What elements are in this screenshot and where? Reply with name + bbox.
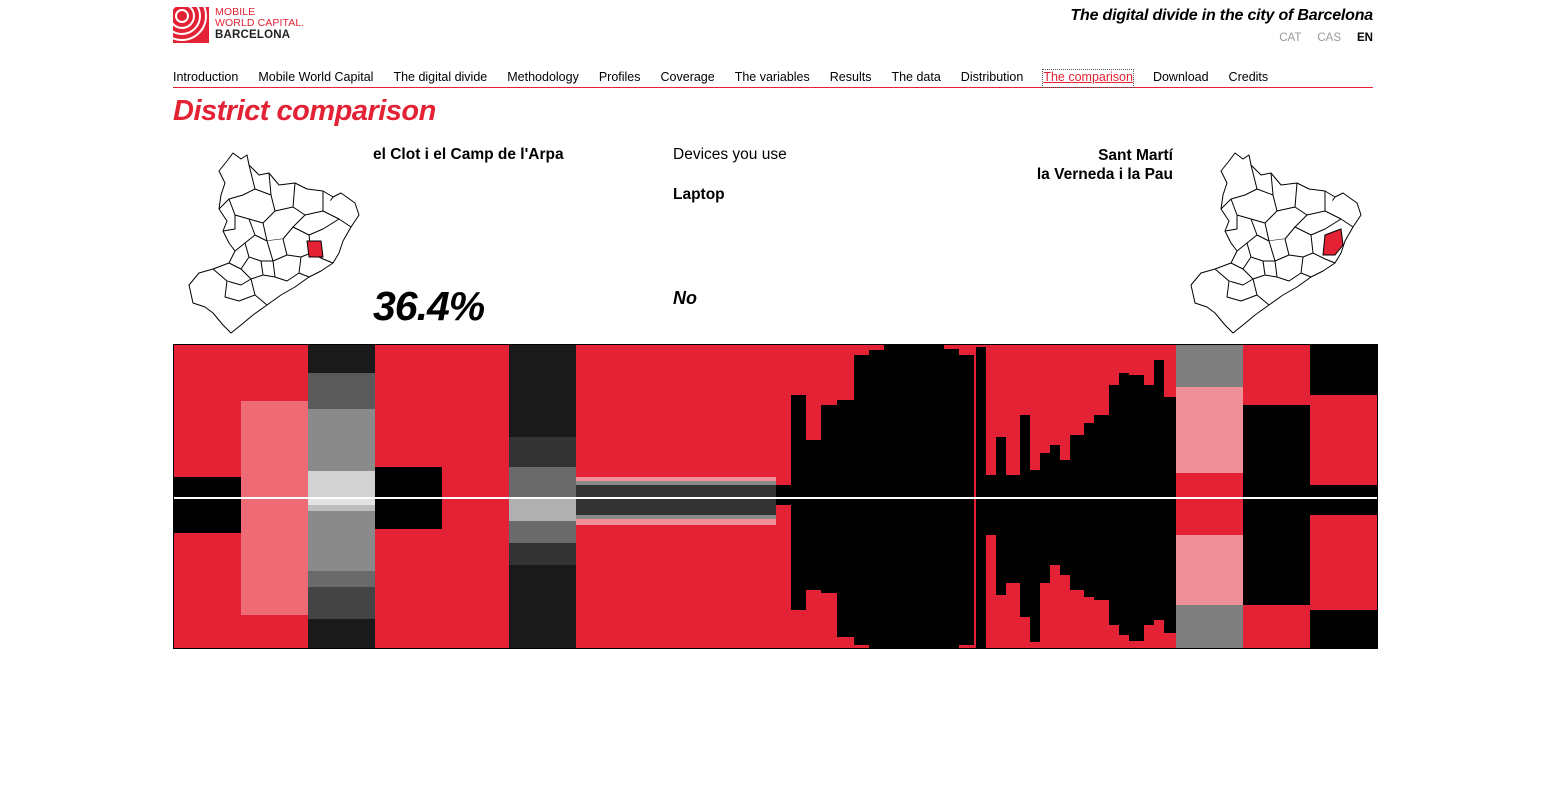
- nav-profiles[interactable]: Profiles: [598, 70, 641, 84]
- nav-variables[interactable]: The variables: [734, 70, 810, 84]
- nav-results[interactable]: Results: [829, 70, 872, 84]
- viz-column-6: [509, 345, 576, 648]
- nav-methodology[interactable]: Methodology: [507, 70, 579, 84]
- logo-line-2: WORLD CAPITAL.: [215, 17, 305, 29]
- lang-cas[interactable]: CAS: [1317, 32, 1342, 44]
- variable-answer: No: [673, 288, 697, 308]
- viz-column-4: [375, 345, 442, 648]
- right-district-line-1: Sant Martí: [1098, 147, 1173, 164]
- comparison-graphic: [174, 345, 1377, 648]
- variable-name: Devices you use: [673, 146, 787, 163]
- logo[interactable]: MOBILE WORLD CAPITAL. BARCELONA: [173, 7, 333, 45]
- logo-text: MOBILE WORLD CAPITAL. BARCELONA: [215, 7, 304, 41]
- viz-column-9: [976, 345, 1176, 648]
- nav-mobile-world-capital[interactable]: Mobile World Capital: [258, 70, 374, 84]
- nav-credits[interactable]: Credits: [1228, 70, 1269, 84]
- logo-line-3: BARCELONA: [215, 29, 291, 41]
- nav-digital-divide[interactable]: The digital divide: [393, 70, 488, 84]
- percentage-value: 36.4%: [373, 283, 485, 329]
- lang-en[interactable]: EN: [1357, 32, 1373, 44]
- viz-column-2: [241, 345, 308, 648]
- viz-center-divider: [174, 497, 1377, 499]
- left-district-name: el Clot i el Camp de l'Arpa: [373, 146, 564, 163]
- right-district-map[interactable]: [1185, 145, 1365, 342]
- logo-mark-icon: [173, 7, 209, 43]
- nav-introduction[interactable]: Introduction: [173, 70, 239, 84]
- viz-column-3: [308, 345, 375, 648]
- nav-distribution[interactable]: Distribution: [960, 70, 1024, 84]
- viz-column-10: [1176, 345, 1243, 648]
- main-nav: Introduction Mobile World Capital The di…: [173, 69, 1373, 88]
- comparison-visualization[interactable]: [173, 344, 1378, 649]
- viz-column-5: [442, 345, 509, 648]
- viz-column-1: [174, 345, 241, 648]
- nav-coverage[interactable]: Coverage: [660, 70, 715, 84]
- page-title: District comparison: [173, 95, 436, 127]
- barcelona-map-right-icon: [1190, 152, 1362, 334]
- viz-column-11: [1243, 345, 1310, 648]
- logo-line-1: MOBILE: [215, 6, 256, 18]
- lang-cat[interactable]: CAT: [1279, 32, 1302, 44]
- viz-column-7: [576, 345, 776, 648]
- nav-download[interactable]: Download: [1152, 70, 1209, 84]
- left-district-map[interactable]: [183, 145, 363, 342]
- right-district-name: Sant Martí la Verneda i la Pau: [1037, 146, 1173, 184]
- nav-the-data[interactable]: The data: [891, 70, 941, 84]
- variable-option: Laptop: [673, 186, 725, 203]
- nav-comparison[interactable]: The comparison: [1042, 69, 1134, 88]
- site-title: The digital divide in the city of Barcel…: [1070, 7, 1373, 24]
- right-district-line-2: la Verneda i la Pau: [1036, 166, 1173, 183]
- language-switcher: CAT CAS EN: [1279, 32, 1373, 44]
- viz-column-12: [1310, 345, 1377, 648]
- viz-column-8: [776, 345, 976, 648]
- barcelona-map-left-icon: [188, 152, 360, 334]
